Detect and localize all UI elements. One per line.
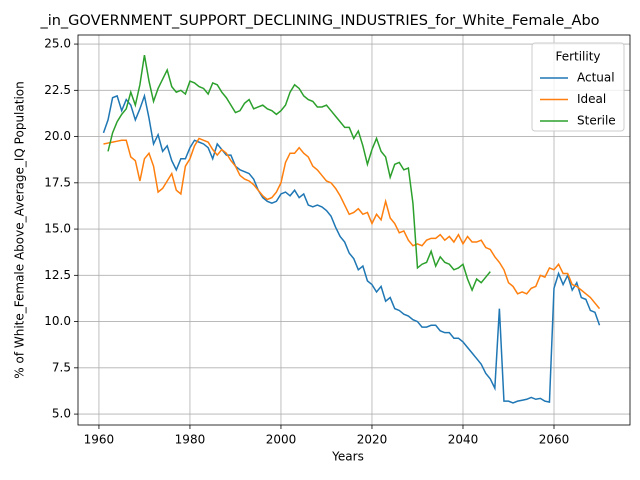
x-tick-label: 2000 <box>266 433 297 447</box>
legend-label: Sterile <box>577 114 616 128</box>
y-axis-label: % of White_Female Above_Average_IQ Popul… <box>13 81 27 378</box>
legend-box <box>531 42 625 132</box>
x-tick-label: 1960 <box>84 433 115 447</box>
legend-label: Ideal <box>577 92 606 106</box>
chart-title: _in_GOVERNMENT_SUPPORT_DECLINING_INDUSTR… <box>39 13 599 29</box>
y-tick-label: 25.0 <box>44 37 71 51</box>
data-line <box>103 137 601 310</box>
y-tick-label: 17.5 <box>44 175 71 189</box>
x-tick-label: 2040 <box>448 433 479 447</box>
y-tick-label: 20.0 <box>44 129 71 143</box>
legend-label: Actual <box>577 71 615 85</box>
y-tick-label: 15.0 <box>44 222 71 236</box>
x-tick-label: 1980 <box>175 433 206 447</box>
axes-frame <box>77 34 631 426</box>
data-line <box>102 93 601 404</box>
y-tick-label: 7.5 <box>52 360 71 374</box>
x-axis-label: Years <box>331 450 364 464</box>
x-tick-label: 2020 <box>357 433 388 447</box>
y-tick-label: 10.0 <box>44 314 71 328</box>
y-tick-label: 12.5 <box>44 268 71 282</box>
y-tick-label: 5.0 <box>52 407 71 421</box>
x-tick-label: 2060 <box>539 433 570 447</box>
data-line <box>107 55 491 293</box>
legend-title: Fertility <box>555 50 600 64</box>
y-tick-label: 22.5 <box>44 83 71 97</box>
